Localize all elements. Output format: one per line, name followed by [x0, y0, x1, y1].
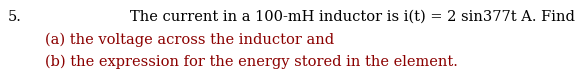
Text: The current in a 100-mH inductor is i(t) = 2 sin377t A. Find: The current in a 100-mH inductor is i(t)… — [130, 10, 575, 24]
Text: (a) the voltage across the inductor and: (a) the voltage across the inductor and — [45, 33, 334, 47]
Text: 5.: 5. — [8, 10, 22, 24]
Text: (b) the expression for the energy stored in the element.: (b) the expression for the energy stored… — [45, 55, 458, 69]
